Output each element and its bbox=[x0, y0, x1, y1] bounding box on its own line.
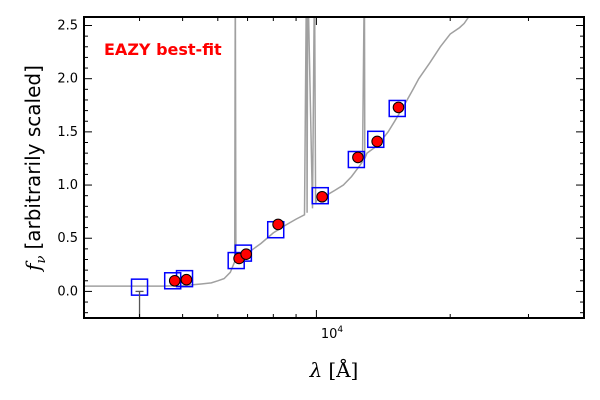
y-tick-label: 0.5 bbox=[57, 231, 78, 246]
model-flux-square bbox=[367, 130, 385, 149]
y-tick-label: 1.5 bbox=[57, 125, 78, 140]
y-tick-label: 2.0 bbox=[57, 72, 78, 87]
x-tick-label: 104 bbox=[321, 325, 344, 342]
model-flux-square bbox=[311, 186, 329, 205]
observed-flux-point bbox=[240, 248, 252, 260]
plot-frame bbox=[83, 16, 585, 319]
y-tick-label: 1.0 bbox=[57, 178, 78, 193]
observed-flux-point bbox=[168, 274, 181, 287]
model-flux-square bbox=[163, 272, 182, 290]
observed-flux-point bbox=[272, 218, 284, 231]
annotation-label: EAZY best-fit bbox=[104, 40, 222, 59]
x-axis-title: λ [Å] bbox=[309, 357, 359, 382]
y-tick-label: 0.0 bbox=[57, 284, 78, 299]
observed-flux-point bbox=[180, 273, 193, 286]
observed-flux-point bbox=[392, 101, 405, 114]
observed-flux-point bbox=[352, 151, 364, 164]
axis-ticks-layer: 0.0 0.5 1.0 1.5 2.0 2.5 bbox=[57, 17, 585, 318]
y-tick-label: 2.5 bbox=[57, 19, 78, 34]
y-axis-title: fν[arbitrarily scaled] bbox=[21, 65, 49, 273]
model-flux-square bbox=[388, 99, 406, 118]
observed-flux-point bbox=[371, 135, 383, 148]
observed-flux-point bbox=[316, 190, 328, 203]
data-points-layer bbox=[130, 99, 406, 318]
model-flux-square bbox=[347, 150, 366, 169]
